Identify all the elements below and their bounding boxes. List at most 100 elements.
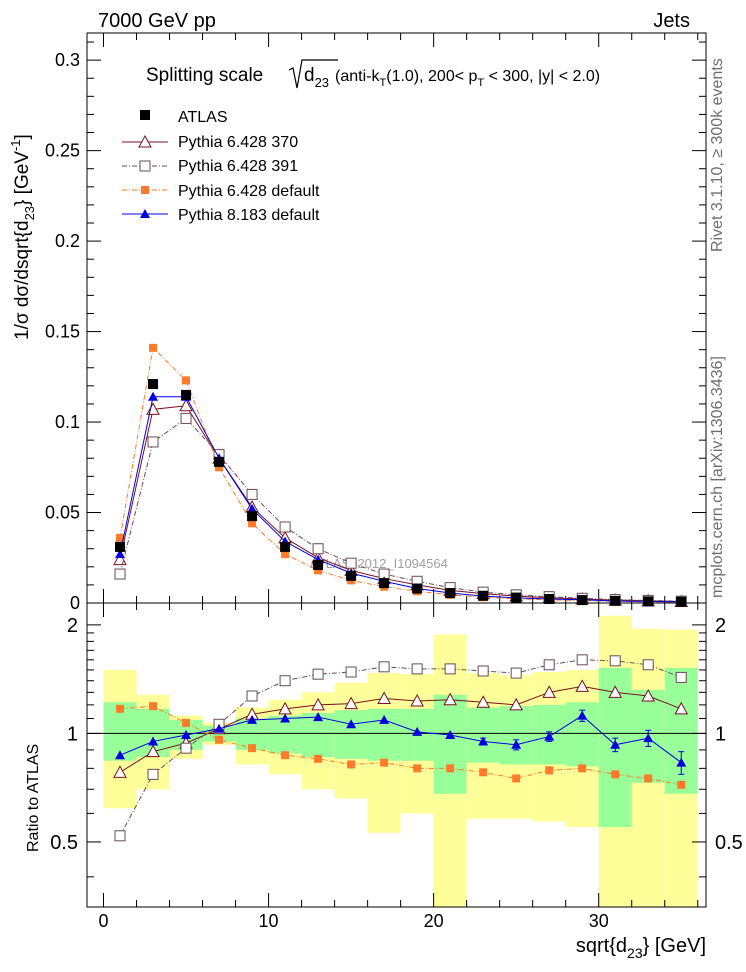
ratio-ytick-label-right: 1: [715, 723, 726, 745]
main-ytick-label: 0.2: [55, 231, 80, 251]
ratio-marker-py8: [148, 736, 159, 746]
band-inner: [334, 710, 368, 759]
marker-pydefault: [116, 533, 125, 542]
marker-py370: [179, 398, 193, 412]
title-formula: d23 (anti-kT(1.0), 200< pT < 300, |y| < 2…: [304, 65, 600, 90]
header-right: Jets: [653, 10, 690, 32]
ratio-series-py8: [115, 709, 687, 775]
x-tick-label: 30: [589, 911, 609, 931]
ratio-marker-py370: [674, 701, 689, 715]
marker-atlas: [544, 594, 555, 605]
ratio-line-pydefault: [119, 705, 682, 786]
chart-title: Splitting scale d23 (anti-kT(1.0), 200< p…: [146, 59, 600, 90]
main-ytick-label: 0: [70, 593, 80, 613]
ratio-marker-py391: [675, 671, 687, 683]
marker-pydefault: [314, 566, 323, 575]
ratio-marker-py370: [641, 688, 656, 702]
ratio-marker-py391: [246, 690, 258, 702]
legend-marker-py391: [139, 160, 151, 172]
main-ylabel: 1/σ dσ/dsqrt{d23} [GeV-1]: [8, 134, 37, 340]
ratio-ytick-label-right: 2: [715, 615, 726, 637]
ratio-plot: 0 10 20 30 2 2 1 1 0.5 0.5: [50, 602, 743, 931]
legend-marker-py8: [140, 209, 150, 218]
marker-atlas: [280, 541, 291, 552]
ratio-series-pydefault: [116, 702, 686, 789]
ratio-marker-pydefault: [281, 751, 290, 760]
ratio-marker-py8: [676, 757, 687, 767]
title-prefix: Splitting scale: [146, 65, 263, 86]
ratio-ytick-label: 0.5: [50, 832, 78, 854]
ratio-marker-py391: [444, 663, 456, 675]
ratio-marker-py370: [509, 697, 524, 711]
series-line-py391: [119, 417, 682, 602]
x-tick-label: 0: [98, 911, 108, 931]
legend-label-atlas: ATLAS: [178, 109, 228, 126]
marker-atlas: [412, 583, 423, 594]
ratio-marker-py391: [378, 661, 390, 673]
header-left: 7000 GeV pp: [98, 10, 216, 32]
legend-label-pydefault: Pythia 6.428 default: [178, 183, 320, 200]
ratio-line-py8: [119, 715, 682, 763]
ratio-marker-py391: [477, 665, 489, 677]
ratio-marker-py370: [113, 765, 127, 778]
ratio-marker-py370: [311, 697, 325, 711]
marker-pydefault: [149, 343, 158, 352]
ratio-marker-py391: [510, 667, 522, 679]
legend-marker-py370: [138, 134, 152, 148]
series-py370: [113, 398, 689, 608]
ratio-marker-py8: [544, 731, 555, 741]
band-inner: [433, 694, 467, 794]
ratio-marker-py370: [443, 692, 457, 706]
ratio-marker-py391: [411, 663, 423, 675]
ratio-marker-pydefault: [248, 744, 257, 753]
series-line-py370: [119, 405, 682, 603]
ratio-marker-pydefault: [380, 758, 389, 767]
ratio-line-py391: [119, 659, 682, 837]
marker-atlas: [676, 596, 687, 607]
ratio-marker-py370: [344, 696, 358, 710]
ratio-ytick-label: 1: [67, 723, 78, 745]
ratio-marker-pydefault: [611, 770, 620, 779]
ratio-marker-py391: [114, 830, 126, 842]
main-ytick-label: 0.25: [45, 141, 80, 161]
ratio-marker-py370: [608, 685, 623, 698]
legend-label-py391: Pythia 6.428 391: [178, 158, 298, 175]
ratio-marker-py8: [247, 714, 258, 724]
ratio-marker-py391: [345, 666, 357, 678]
marker-py8: [148, 391, 159, 401]
marker-atlas: [346, 570, 357, 581]
ratio-marker-py370: [146, 744, 160, 758]
ratio-marker-pydefault: [677, 780, 686, 789]
ratio-marker-py8: [478, 736, 489, 746]
ratio-marker-pydefault: [116, 704, 125, 713]
ratio-marker-pydefault: [479, 768, 488, 777]
marker-atlas: [148, 379, 159, 390]
marker-py391: [180, 412, 192, 424]
ratio-marker-py8: [412, 726, 423, 736]
ratio-marker-py391: [576, 654, 588, 666]
ratio-marker-py391: [312, 668, 324, 680]
series-py391: [114, 412, 687, 607]
x-axis-label: sqrt{d23} [GeV]: [576, 935, 706, 961]
ratio-marker-py370: [377, 691, 391, 704]
marker-atlas: [577, 595, 588, 606]
marker-atlas: [115, 541, 126, 552]
marker-pydefault: [182, 376, 191, 385]
ratio-line-py370: [119, 685, 682, 773]
ratio-marker-pydefault: [347, 760, 356, 769]
marker-atlas: [247, 511, 258, 522]
ratio-marker-py8: [346, 719, 357, 729]
uncertainty-bands: [103, 615, 698, 907]
series-line-pydefault: [119, 346, 682, 603]
marker-py8: [115, 549, 126, 559]
main-ytick-label: 0.3: [55, 50, 80, 70]
marker-py391: [279, 521, 291, 533]
ratio-marker-pydefault: [644, 774, 653, 783]
ratio-marker-py391: [642, 659, 654, 671]
ratio-marker-py391: [180, 742, 192, 754]
ratio-frame: [86, 602, 707, 908]
main-ytick-label: 0.05: [45, 503, 80, 523]
ratio-ytick-label: 2: [67, 615, 78, 637]
ratio-series-py370: [113, 679, 689, 778]
